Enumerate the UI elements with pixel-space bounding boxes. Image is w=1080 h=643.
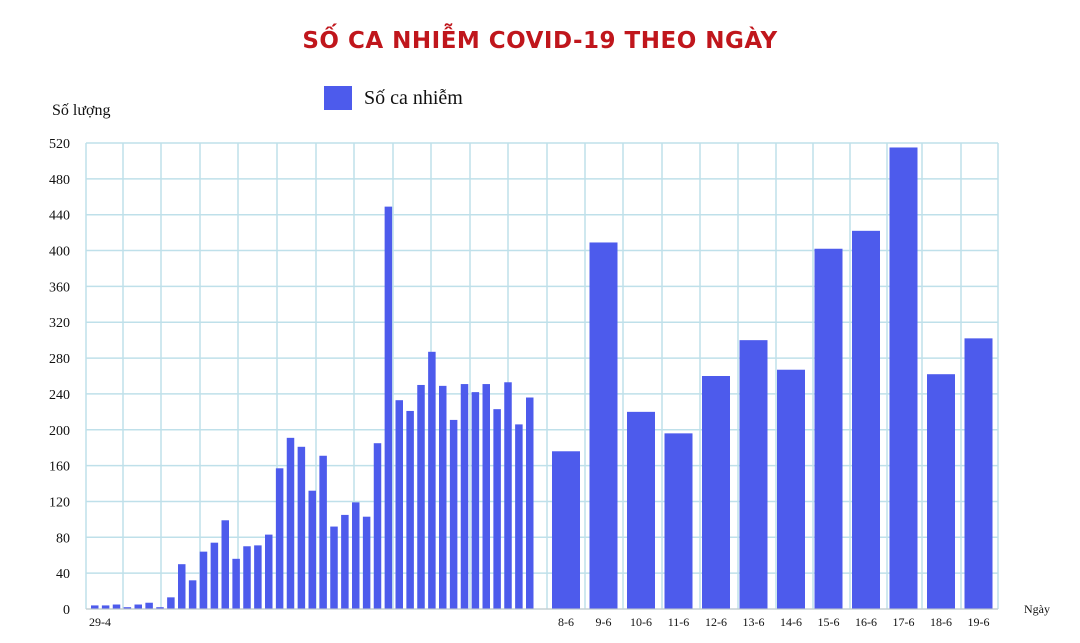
bar bbox=[493, 409, 501, 609]
bar bbox=[319, 455, 327, 609]
x-tick-label: 29-4 bbox=[89, 615, 111, 629]
bar bbox=[221, 520, 229, 609]
x-tick-label: 14-6 bbox=[780, 615, 802, 629]
y-axis-label: Số lượng bbox=[52, 102, 111, 119]
y-tick-label: 240 bbox=[49, 388, 70, 403]
x-tick-label: 9-6 bbox=[596, 615, 612, 629]
bar bbox=[515, 424, 523, 609]
y-tick-label: 440 bbox=[49, 209, 70, 224]
y-tick-label: 520 bbox=[49, 137, 70, 152]
bar bbox=[428, 351, 436, 609]
x-tick-label: 11-6 bbox=[668, 615, 690, 629]
bar bbox=[889, 147, 918, 609]
bar bbox=[275, 468, 284, 609]
bar bbox=[286, 437, 295, 609]
bar bbox=[362, 516, 371, 609]
y-tick-label: 400 bbox=[49, 245, 70, 260]
x-tick-label: 15-6 bbox=[818, 615, 840, 629]
bar bbox=[330, 526, 338, 609]
bar bbox=[297, 446, 306, 609]
bar bbox=[101, 605, 110, 609]
bar bbox=[210, 542, 219, 609]
x-axis-label: Ngày bbox=[1024, 602, 1050, 616]
bar bbox=[449, 419, 458, 609]
y-tick-label: 320 bbox=[49, 316, 70, 331]
x-tick-label: 13-6 bbox=[743, 615, 765, 629]
legend-label: Số ca nhiễm bbox=[364, 86, 463, 109]
chart-title: SỐ CA NHIỄM COVID-19 THEO NGÀY bbox=[302, 28, 778, 54]
bar bbox=[134, 604, 142, 609]
bar bbox=[341, 514, 349, 609]
y-tick-label: 160 bbox=[49, 460, 70, 475]
bar bbox=[526, 397, 534, 609]
bar bbox=[777, 369, 805, 609]
x-tick-label: 10-6 bbox=[630, 615, 652, 629]
bar bbox=[112, 604, 121, 609]
y-tick-label: 120 bbox=[49, 495, 70, 510]
bar bbox=[852, 230, 880, 610]
bar bbox=[482, 384, 490, 609]
bar bbox=[552, 451, 580, 609]
bar bbox=[964, 338, 993, 609]
bar bbox=[178, 564, 186, 609]
bar bbox=[627, 411, 655, 609]
bar bbox=[156, 607, 164, 609]
bar bbox=[504, 382, 512, 609]
bar bbox=[395, 400, 403, 609]
y-tick-label: 480 bbox=[49, 173, 70, 188]
bar bbox=[91, 605, 99, 609]
x-tick-label: 16-6 bbox=[855, 615, 877, 629]
bar bbox=[167, 597, 175, 609]
y-tick-label: 280 bbox=[49, 352, 70, 367]
bar bbox=[254, 545, 262, 609]
bar bbox=[352, 502, 360, 609]
y-tick-label: 200 bbox=[49, 424, 70, 439]
bar bbox=[384, 206, 393, 609]
bar bbox=[406, 410, 414, 609]
bar bbox=[471, 392, 480, 609]
bar bbox=[439, 385, 447, 609]
bar bbox=[417, 384, 425, 609]
bar bbox=[589, 242, 618, 609]
bar bbox=[460, 384, 469, 609]
bar bbox=[188, 580, 197, 609]
x-tick-label: 12-6 bbox=[705, 615, 727, 629]
y-tick-label: 360 bbox=[49, 280, 70, 295]
bar bbox=[232, 558, 240, 609]
x-tick-label: 18-6 bbox=[930, 615, 952, 629]
bar bbox=[664, 433, 693, 609]
bar bbox=[702, 376, 730, 609]
legend: Số ca nhiễm bbox=[324, 86, 463, 110]
legend-swatch bbox=[324, 86, 352, 110]
y-tick-label: 0 bbox=[63, 603, 70, 618]
bar bbox=[739, 340, 768, 609]
bar bbox=[814, 248, 843, 609]
y-tick-label: 80 bbox=[56, 531, 70, 546]
bar bbox=[243, 546, 251, 609]
bar bbox=[145, 602, 153, 609]
bar bbox=[373, 443, 382, 609]
bar bbox=[265, 534, 273, 609]
bar bbox=[123, 607, 132, 609]
x-tick-label: 8-6 bbox=[558, 615, 574, 629]
x-tick-label: 19-6 bbox=[968, 615, 990, 629]
y-tick-label: 40 bbox=[56, 567, 70, 582]
bar bbox=[199, 551, 208, 609]
bar bbox=[308, 490, 316, 609]
x-tick-label: 17-6 bbox=[893, 615, 915, 629]
bar bbox=[927, 374, 955, 609]
